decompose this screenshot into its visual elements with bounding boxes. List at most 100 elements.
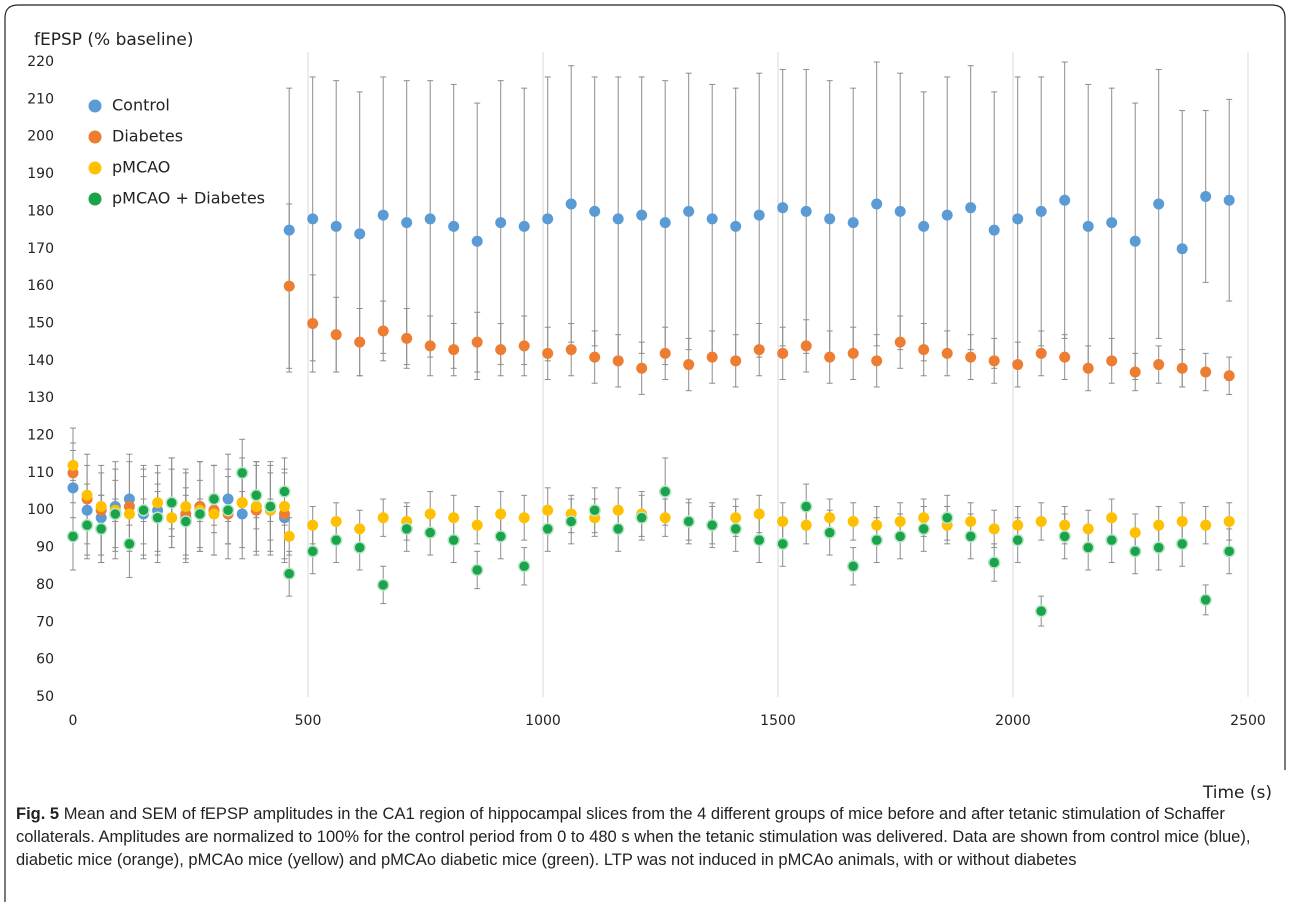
point [447,533,460,547]
point [236,508,248,520]
y-tick-label: 60 [36,652,54,668]
point [1012,359,1024,371]
point [179,515,193,528]
y-tick-label: 180 [27,203,54,219]
point [283,280,295,292]
x-tick-label: 2000 [995,713,1031,729]
point [542,347,554,359]
point [729,522,742,536]
point [1059,194,1071,206]
point [611,522,625,536]
point [1129,235,1141,247]
point [659,217,671,229]
point [1176,243,1188,255]
point [659,512,671,524]
legend-marker [88,192,102,206]
point [987,556,1001,569]
caption: Fig. 5 Mean and SEM of fEPSP amplitudes … [16,803,1278,872]
point [307,317,319,329]
y-tick-label: 200 [27,129,54,145]
point [282,567,296,580]
point [636,362,648,374]
point [1176,515,1188,527]
point [1128,545,1142,558]
point [965,351,977,363]
point [279,501,290,512]
point [495,344,507,356]
point [518,512,530,524]
point [847,515,859,527]
y-tick-label: 100 [27,502,54,518]
point [824,512,836,524]
point [354,523,366,535]
point [965,202,977,214]
point [81,489,93,501]
point [109,507,122,521]
point [330,329,342,341]
point [1129,366,1141,378]
point [706,351,718,363]
point [278,485,291,498]
point [894,336,906,348]
point [659,347,671,359]
point [635,511,648,524]
caption-label: Fig. 5 [16,805,60,823]
point [730,512,742,524]
point [753,344,765,356]
point [222,493,234,505]
point [658,485,672,498]
point [941,347,953,359]
point [1082,362,1094,374]
y-tick-label: 140 [27,353,54,369]
point [377,512,389,524]
point [1223,370,1235,382]
point [250,501,262,512]
legend-label: Control [112,96,170,115]
y-tick-label: 220 [27,54,54,70]
point [424,213,436,225]
point [471,235,483,247]
point [1035,347,1047,359]
point [871,519,883,531]
point [542,213,554,225]
point [471,336,483,348]
point [401,217,413,229]
point [94,522,108,536]
point [264,500,277,513]
point [518,220,530,232]
point [1222,545,1236,558]
point [1106,512,1118,524]
caption-text: Mean and SEM of fEPSP amplitudes in the … [16,805,1251,869]
point [306,545,319,558]
y-tick-label: 110 [27,465,54,481]
point [1059,519,1071,531]
point [330,220,342,232]
y-tick-label: 90 [36,540,54,556]
point [517,560,531,573]
point [612,504,624,516]
point [612,355,624,367]
point [706,213,718,225]
point [423,526,437,539]
point [705,518,719,532]
point [165,496,178,510]
point [1081,541,1095,554]
point [95,501,107,512]
y-tick-label: 130 [27,390,54,406]
point [1176,362,1188,374]
point [964,530,977,543]
point [1011,533,1024,547]
point [353,541,366,554]
point [636,209,648,221]
legend-marker [88,99,102,113]
x-tick-label: 2500 [1230,713,1266,729]
point [67,482,79,494]
point [752,533,766,547]
point [800,340,812,352]
point [1200,190,1212,202]
point [1129,527,1141,539]
point [777,347,789,359]
x-axis-label: Time (s) [1202,783,1272,803]
point [377,209,389,221]
point [564,515,578,528]
